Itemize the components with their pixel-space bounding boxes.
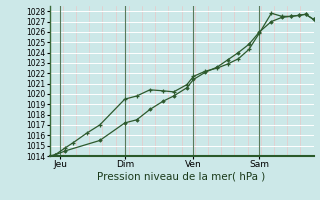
X-axis label: Pression niveau de la mer( hPa ): Pression niveau de la mer( hPa ) bbox=[98, 172, 266, 182]
